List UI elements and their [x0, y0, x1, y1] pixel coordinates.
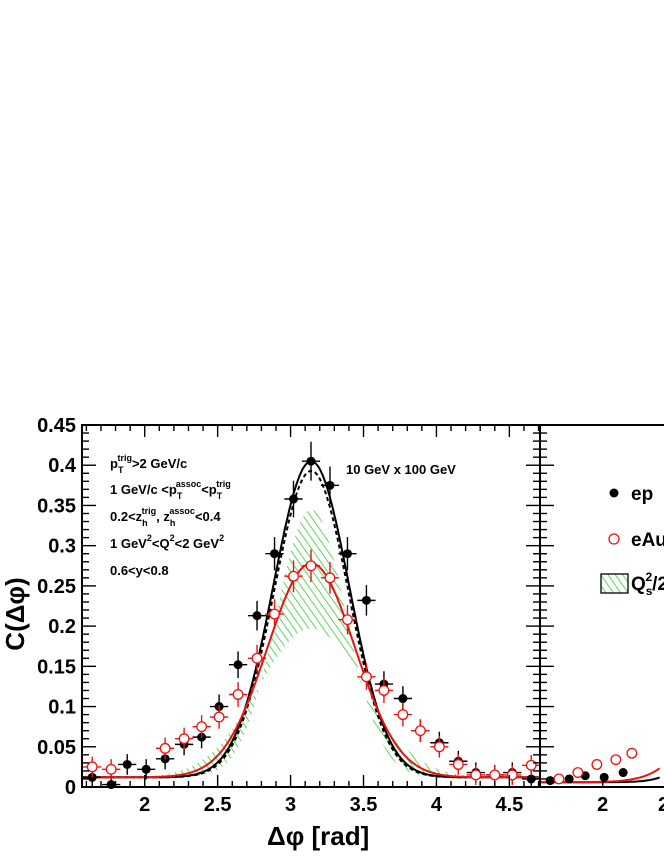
data-point-eau [159, 742, 171, 754]
plot-frame [81, 424, 541, 788]
data-point-eau [414, 725, 426, 737]
data-point-eau [251, 652, 263, 664]
right-panel-point [564, 774, 574, 784]
data-point-eau [269, 608, 280, 620]
data-point-ep [398, 694, 408, 704]
data-point-ep [87, 772, 97, 782]
legend-ep-label: ep [631, 484, 653, 505]
y-tick-label: 0.35 [37, 495, 76, 517]
data-point-eau [178, 733, 190, 745]
legend-band-swatch [600, 573, 629, 594]
cut-pt-trig: pTtrig>2 GeV/c [110, 453, 187, 475]
data-point-eau [470, 769, 482, 781]
cut-z: 0.2<zhtrig, zhassoc<0.4 [110, 506, 221, 528]
data-point-ep [342, 549, 352, 559]
x-tick-label: 2 [139, 794, 150, 816]
data-point-ep [306, 456, 316, 466]
data-point-ep [233, 660, 243, 670]
energy-label: 10 GeV x 100 GeV [346, 462, 456, 477]
data-point-eau [305, 560, 317, 572]
axis-ticks: 2 2.5 3 3.5 4 4.5 0 0.05 0.1 0.15 0.2 0.25 0.3 0.35 0.… [37, 415, 664, 816]
y-tick-label: 0.45 [37, 415, 76, 437]
data-point-eau [288, 570, 299, 582]
data-point-ep [270, 549, 280, 559]
data-point-eau [378, 685, 390, 696]
y-tick-label: 0.4 [48, 455, 77, 477]
data-points [83, 441, 541, 790]
x-tick-label: 3.5 [350, 794, 378, 816]
cut-y: 0.6<y<0.8 [110, 563, 169, 578]
y-tick-label: 0.05 [37, 737, 76, 759]
data-point-eau [232, 689, 244, 700]
right-panel-point-eau [626, 747, 638, 759]
right-panel-point-eau [572, 767, 584, 778]
data-point-eau [525, 759, 537, 771]
cut-pt-assoc: 1 GeV/c <pTassoc<pTtrig [110, 479, 231, 501]
right-x-tick-label: 2 [658, 794, 664, 816]
y-tick-label: 0.2 [48, 616, 76, 638]
right-panel-point [545, 776, 555, 786]
data-point-eau [196, 721, 208, 733]
data-point-eau [213, 711, 225, 723]
right-panel-point [618, 768, 628, 778]
data-point-ep [325, 480, 335, 490]
right-x-tick-label: 2 [597, 794, 608, 816]
data-point-eau [360, 671, 372, 683]
data-point-eau [452, 759, 464, 770]
x-tick-label: 4 [431, 794, 443, 816]
right-panel-point-eau [610, 754, 622, 766]
right-panel-point-eau [591, 759, 603, 770]
right-panel-point-eau [553, 773, 565, 785]
data-point-eau [397, 709, 409, 721]
cuts-annotation: pTtrig>2 GeV/c 1 GeV/c <pTassoc<pTtrig 0… [110, 453, 231, 578]
data-point-eau [324, 572, 336, 584]
y-tick-label: 0.25 [37, 576, 76, 598]
y-axis-title: C(Δφ) [0, 577, 30, 650]
legend: ep eAu Qs2/2 [600, 484, 664, 598]
x-tick-label: 4.5 [495, 794, 523, 816]
data-point-ep [361, 595, 371, 605]
legend-ep-marker [609, 488, 619, 498]
right-panel-point [599, 772, 609, 782]
data-point-eau [489, 769, 501, 781]
data-point-ep [526, 774, 536, 784]
data-point-ep [141, 764, 151, 774]
data-point-eau [433, 741, 445, 753]
data-point-eau [342, 614, 353, 626]
y-tick-label: 0.15 [37, 656, 76, 678]
y-tick-label: 0.3 [48, 536, 76, 558]
x-tick-label: 2.5 [204, 794, 232, 816]
x-axis-title: Δφ [rad] [267, 821, 369, 851]
cut-q2: 1 GeV2<Q2<2 GeV2 [110, 533, 224, 551]
y-tick-label: 0.1 [48, 697, 76, 719]
right-panel [540, 747, 661, 787]
data-point-eau [86, 761, 98, 773]
data-point-ep [122, 759, 132, 769]
data-point-ep [288, 494, 298, 504]
x-tick-label: 3 [285, 794, 296, 816]
y-tick-label: 0 [65, 777, 76, 799]
data-point-eau [105, 763, 117, 775]
legend-band-label: Qs2/2 [631, 570, 664, 598]
legend-eau-marker [608, 533, 620, 545]
data-point-ep [252, 611, 262, 621]
legend-eau-label: eAu [631, 530, 664, 551]
